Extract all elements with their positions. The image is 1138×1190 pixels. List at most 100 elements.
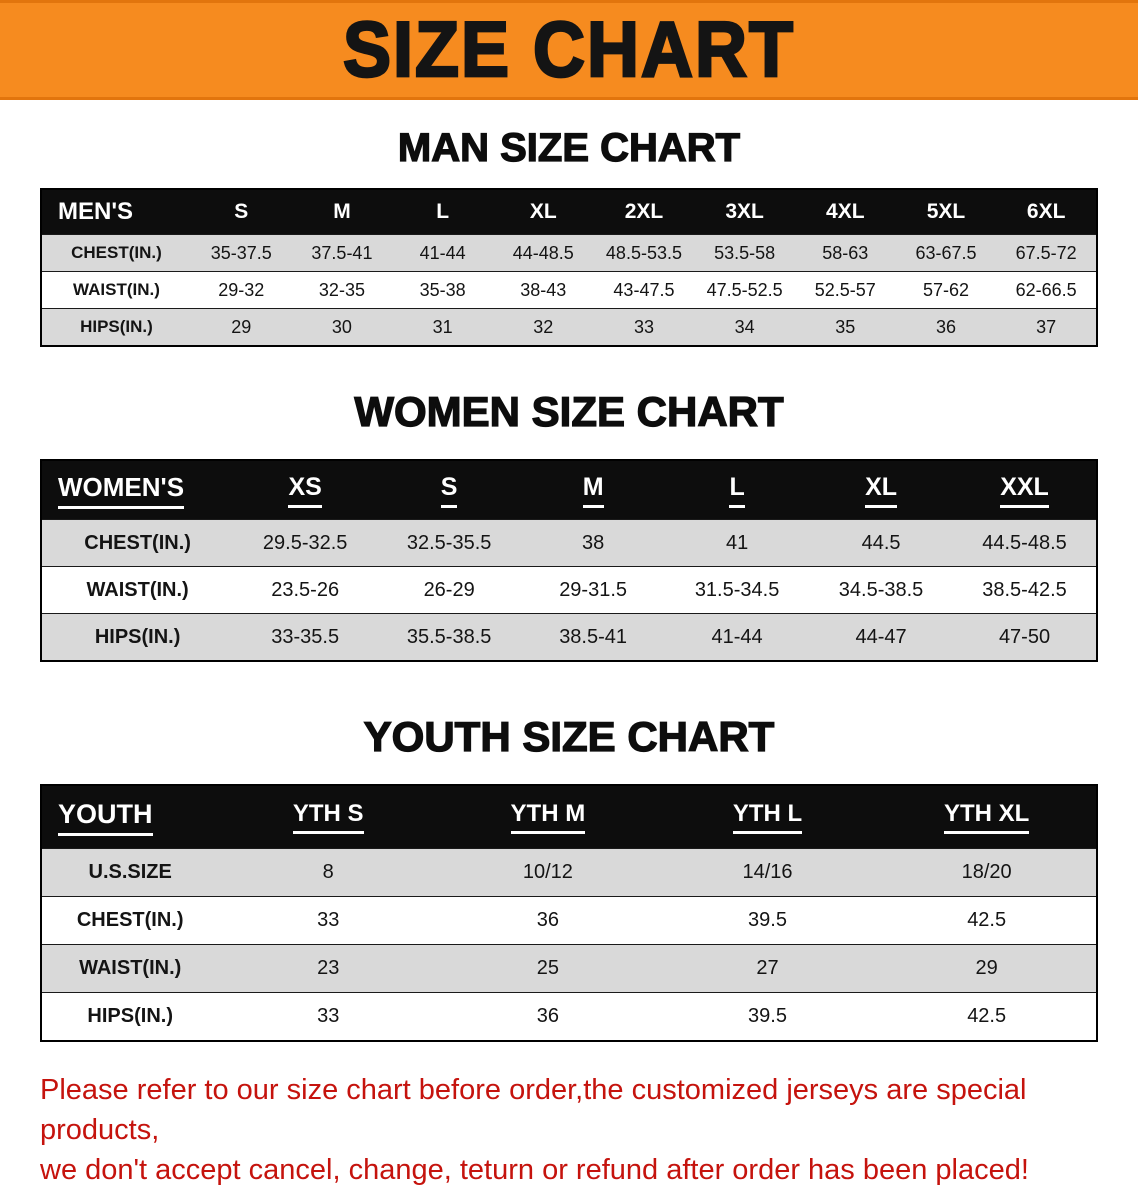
banner-title: SIZE CHART — [342, 6, 795, 94]
table-row: CHEST(IN.) 33 36 39.5 42.5 — [41, 896, 1097, 945]
size-header-cell: XL — [809, 460, 954, 520]
row-label: CHEST(IN.) — [76, 909, 184, 932]
size-chart-section: YOUTH SIZE CHART YOUTH YTH S YTH M YTH L YTH … — [0, 713, 1138, 1043]
sections-container: MAN SIZE CHART MEN'S S M L XL 2XL 3XL 4XL 5XL 6XL C… — [0, 125, 1138, 1043]
value-cell: 26-29 — [423, 578, 475, 601]
value-cell: 33 — [633, 316, 654, 337]
size-header-cell: L — [665, 460, 810, 520]
size-header-cell: XS — [233, 460, 378, 520]
size-header-cell: M — [291, 189, 393, 235]
size-header-cell: 3XL — [694, 189, 795, 235]
value-cell: 63-67.5 — [915, 242, 977, 263]
row-label: CHEST(IN.) — [71, 243, 162, 262]
size-header-cell: 4XL — [794, 189, 896, 235]
disclaimer-line-1: Please refer to our size chart before or… — [40, 1074, 1027, 1147]
header-label: S — [234, 200, 249, 223]
value-cell: 52.5-57 — [814, 279, 876, 300]
value-cell: 32-35 — [318, 279, 365, 300]
value-cell: 36 — [935, 316, 956, 337]
value-cell: 62-66.5 — [1015, 279, 1077, 300]
value-cell: 31 — [432, 316, 453, 337]
size-header-cell: M — [521, 460, 666, 520]
header-label: XL — [865, 473, 898, 508]
header-label: WOMEN'S — [58, 472, 185, 509]
value-cell: 8 — [322, 861, 334, 884]
value-cell: 25 — [536, 957, 559, 980]
value-cell: 67.5-72 — [1015, 242, 1077, 263]
value-cell: 38.5-41 — [559, 625, 628, 648]
header-label: L — [436, 200, 450, 223]
size-table: WOMEN'S XS S M L XL XXL CHEST(IN.) 29.5-32.5 32.5… — [40, 459, 1098, 663]
value-cell: 38.5-42.5 — [982, 578, 1067, 601]
table-row: CHEST(IN.) 29.5-32.5 32.5-35.5 38 41 44.5 44.5… — [41, 519, 1097, 567]
value-cell: 23 — [317, 957, 340, 980]
row-label: WAIST(IN.) — [79, 957, 182, 980]
header-label: 5XL — [926, 200, 966, 223]
header-label: YOUTH — [58, 799, 153, 836]
value-cell: 57-62 — [922, 279, 969, 300]
value-cell: 37 — [1036, 316, 1057, 337]
header-label: YTH XL — [943, 800, 1030, 835]
section-heading: MAN SIZE CHART — [397, 125, 741, 170]
size-header-cell: 2XL — [593, 189, 695, 235]
value-cell: 35.5-38.5 — [406, 625, 492, 648]
value-cell: 18/20 — [961, 861, 1012, 884]
header-label: XXL — [1000, 473, 1049, 508]
value-cell: 38 — [581, 531, 605, 554]
value-cell: 34 — [734, 316, 755, 337]
header-label: MEN'S — [58, 198, 134, 225]
table-row: WAIST(IN.) 23.5-26 26-29 29-31.5 31.5-34.5 34… — [41, 566, 1097, 614]
value-cell: 33 — [317, 909, 340, 932]
header-label: XS — [288, 473, 322, 508]
value-cell: 35-37.5 — [210, 242, 272, 263]
section-heading: YOUTH SIZE CHART — [363, 713, 775, 761]
size-header-cell: S — [190, 189, 292, 235]
row-label: WAIST(IN.) — [86, 578, 189, 601]
value-cell: 47-50 — [998, 625, 1051, 648]
size-header-cell: S — [377, 460, 522, 520]
row-label: CHEST(IN.) — [84, 531, 191, 554]
size-chart-banner: SIZE CHART — [0, 0, 1138, 100]
table-row: WAIST(IN.) 29-32 32-35 35-38 38-43 43-47.5 47.… — [41, 271, 1097, 309]
value-cell: 33-35.5 — [271, 625, 340, 648]
table-row: HIPS(IN.) 33 36 39.5 42.5 — [41, 992, 1097, 1042]
value-cell: 36 — [536, 909, 559, 932]
value-cell: 35-38 — [419, 279, 466, 300]
row-label: U.S.SIZE — [88, 861, 172, 884]
value-cell: 42.5 — [967, 909, 1007, 932]
table-title-cell: MEN'S — [41, 189, 191, 235]
size-header-cell: YTH S — [218, 785, 439, 849]
value-cell: 48.5-53.5 — [605, 242, 682, 263]
header-label: 6XL — [1026, 200, 1066, 223]
header-label: 2XL — [624, 200, 664, 223]
value-cell: 29.5-32.5 — [262, 531, 348, 554]
table-row: HIPS(IN.) 33-35.5 35.5-38.5 38.5-41 41-44 44-… — [41, 613, 1097, 662]
value-cell: 33 — [317, 1005, 340, 1028]
table-title-cell: YOUTH — [41, 785, 219, 849]
value-cell: 41-44 — [711, 625, 763, 648]
value-cell: 27 — [756, 957, 779, 980]
size-header-cell: XL — [492, 189, 594, 235]
value-cell: 44.5 — [861, 531, 901, 554]
value-cell: 35 — [835, 316, 856, 337]
value-cell: 41 — [725, 531, 749, 554]
value-cell: 39.5 — [748, 1005, 787, 1028]
header-label: YTH L — [732, 800, 803, 835]
value-cell: 43-47.5 — [613, 279, 675, 300]
value-cell: 29-31.5 — [559, 578, 628, 601]
row-label: HIPS(IN.) — [94, 625, 181, 648]
value-cell: 42.5 — [967, 1005, 1007, 1028]
value-cell: 53.5-58 — [714, 242, 776, 263]
value-cell: 37.5-41 — [311, 242, 373, 263]
row-label: WAIST(IN.) — [73, 280, 160, 299]
size-header-cell: YTH M — [438, 785, 658, 849]
size-table: YOUTH YTH S YTH M YTH L YTH XL U.S.SIZE 8 10/12… — [40, 784, 1098, 1043]
value-cell: 36 — [536, 1005, 559, 1028]
row-label: HIPS(IN.) — [87, 1005, 173, 1028]
value-cell: 44-48.5 — [512, 242, 574, 263]
value-cell: 10/12 — [522, 861, 573, 884]
value-cell: 47.5-52.5 — [706, 279, 783, 300]
value-cell: 23.5-26 — [271, 578, 340, 601]
table-row: WAIST(IN.) 23 25 27 29 — [41, 944, 1097, 993]
